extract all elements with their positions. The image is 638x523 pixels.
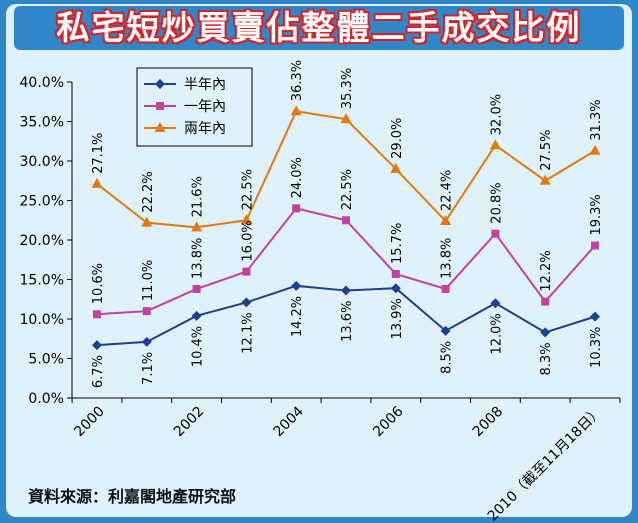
- data-point-square: [242, 267, 251, 276]
- legend-marker-diamond: [155, 79, 165, 89]
- data-label: 13.8%: [440, 238, 455, 279]
- legend-label: 一年內: [184, 99, 226, 115]
- data-point-triangle: [539, 174, 551, 185]
- data-point-diamond: [291, 280, 302, 291]
- x-tick-label: 2004: [271, 403, 308, 440]
- data-point-triangle: [440, 215, 452, 226]
- data-label: 13.9%: [390, 298, 405, 339]
- data-point-triangle: [240, 214, 252, 225]
- data-point-diamond: [191, 310, 202, 321]
- data-point-triangle: [91, 177, 103, 188]
- y-tick-label: 35.0%: [20, 115, 64, 131]
- data-point-triangle: [290, 105, 302, 116]
- data-point-diamond: [141, 336, 152, 347]
- legend-marker-square: [156, 102, 164, 110]
- chart-title: 私宅短炒買賣佔整體二手成交比例: [56, 8, 582, 47]
- data-label: 12.2%: [539, 250, 554, 291]
- data-point-triangle: [191, 221, 203, 232]
- x-tick-label: 2010（截至11月18日）: [485, 404, 606, 523]
- data-label: 31.3%: [589, 99, 604, 140]
- data-label: 13.6%: [340, 301, 355, 342]
- data-point-triangle: [390, 162, 402, 173]
- data-label: 16.0%: [240, 220, 255, 261]
- data-label: 8.5%: [440, 341, 455, 374]
- data-point-square: [342, 216, 350, 225]
- y-tick-label: 40.0%: [20, 75, 64, 91]
- y-tick-label: 15.0%: [20, 273, 64, 289]
- data-point-diamond: [390, 283, 401, 294]
- data-source-note: 資料來源：利嘉閣地產研究部: [28, 487, 237, 506]
- data-label: 7.1%: [141, 352, 156, 385]
- title-band: [14, 6, 624, 50]
- data-label: 11.0%: [141, 260, 156, 301]
- data-label: 21.6%: [191, 176, 206, 217]
- legend-label: 半年內: [184, 77, 226, 93]
- data-label: 22.2%: [141, 171, 156, 212]
- data-point-diamond: [490, 298, 501, 309]
- data-label: 20.8%: [489, 182, 504, 223]
- data-label: 22.5%: [240, 169, 255, 210]
- data-label: 12.0%: [489, 313, 504, 354]
- y-tick-label: 10.0%: [20, 312, 64, 328]
- data-point-diamond: [590, 311, 600, 322]
- data-point-square: [541, 297, 550, 306]
- data-label: 29.0%: [390, 118, 405, 159]
- data-point-square: [292, 204, 301, 213]
- data-label: 19.3%: [589, 194, 604, 235]
- x-tick-label: 2002: [171, 404, 208, 441]
- data-label: 32.0%: [489, 94, 504, 135]
- data-label: 22.4%: [440, 170, 455, 211]
- data-point-diamond: [341, 285, 351, 296]
- x-tick-label: 2006: [370, 403, 407, 440]
- data-label: 27.5%: [539, 129, 554, 170]
- y-tick-label: 30.0%: [20, 154, 64, 170]
- data-point-square: [391, 269, 400, 278]
- data-point-square: [192, 284, 201, 293]
- chart-panel: [6, 4, 632, 517]
- data-point-square: [93, 310, 101, 319]
- data-point-diamond: [440, 325, 451, 336]
- data-point-diamond: [241, 297, 252, 308]
- data-label: 14.2%: [290, 296, 305, 337]
- data-label: 6.7%: [91, 355, 106, 388]
- y-tick-label: 0.0%: [28, 391, 64, 407]
- data-point-square: [441, 284, 450, 293]
- data-label: 12.1%: [240, 312, 255, 353]
- data-label: 10.6%: [91, 263, 106, 304]
- y-tick-label: 25.0%: [20, 194, 64, 210]
- data-label: 22.5%: [340, 169, 355, 210]
- data-point-square: [491, 229, 500, 238]
- data-label: 24.0%: [290, 157, 305, 198]
- y-tick-label: 20.0%: [20, 233, 64, 249]
- legend-label: 兩年內: [184, 121, 226, 137]
- data-label: 15.7%: [390, 223, 405, 264]
- data-label: 27.1%: [91, 133, 106, 174]
- data-point-triangle: [589, 144, 601, 155]
- data-point-triangle: [489, 139, 501, 150]
- y-tick-label: 5.0%: [28, 352, 64, 368]
- data-point-triangle: [340, 113, 352, 124]
- data-label: 10.3%: [589, 327, 604, 368]
- data-point-diamond: [540, 327, 551, 338]
- data-label: 10.4%: [191, 326, 206, 367]
- x-tick-label: 2008: [470, 404, 507, 441]
- data-point-diamond: [92, 340, 102, 351]
- data-label: 13.8%: [191, 238, 206, 279]
- x-tick-label: 2000: [71, 404, 108, 441]
- data-point-square: [591, 241, 599, 250]
- data-label: 35.3%: [340, 68, 355, 109]
- data-point-square: [142, 307, 151, 316]
- data-label: 8.3%: [539, 342, 554, 375]
- data-label: 36.3%: [290, 60, 305, 101]
- data-point-triangle: [141, 216, 153, 227]
- legend-marker-triangle: [154, 122, 166, 132]
